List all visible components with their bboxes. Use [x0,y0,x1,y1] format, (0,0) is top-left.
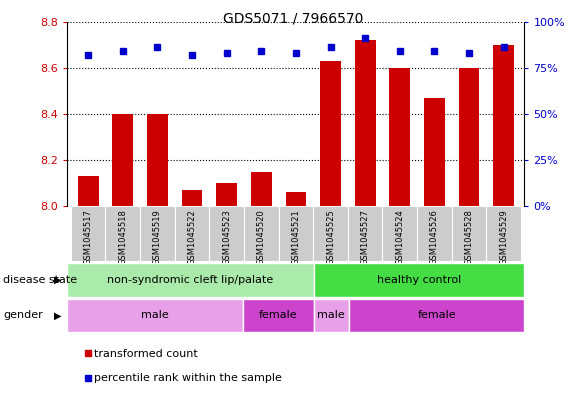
Bar [390,68,410,206]
Bar [175,206,209,261]
Text: GSM1045519: GSM1045519 [153,209,162,265]
Bar [251,172,272,206]
Bar [348,206,383,261]
Text: healthy control: healthy control [377,275,461,285]
Text: GSM1045521: GSM1045521 [291,209,301,265]
Bar [71,206,105,261]
Bar [182,190,202,206]
Bar [209,206,244,261]
Text: GSM1045520: GSM1045520 [257,209,266,265]
Text: GSM1045517: GSM1045517 [84,209,93,265]
Bar [314,299,349,332]
Text: GSM1045522: GSM1045522 [188,209,196,265]
Bar [320,61,341,206]
Text: disease state: disease state [3,275,77,285]
Bar [424,98,445,206]
Text: GSM1045528: GSM1045528 [465,209,473,265]
Bar [147,114,168,206]
Bar [105,206,140,261]
Text: percentile rank within the sample: percentile rank within the sample [94,373,282,383]
Bar [216,183,237,206]
Bar [459,68,479,206]
Bar [493,45,514,206]
Bar [355,40,376,206]
Bar [67,299,243,332]
Bar [278,206,314,261]
Bar [243,299,314,332]
Bar [417,206,452,261]
Bar [244,206,278,261]
Text: GSM1045518: GSM1045518 [118,209,127,265]
Text: ▶: ▶ [54,310,62,320]
Bar [67,263,314,297]
Text: female: female [417,310,456,320]
Text: GDS5071 / 7966570: GDS5071 / 7966570 [223,12,363,26]
Text: GSM1045523: GSM1045523 [222,209,231,265]
Text: GSM1045527: GSM1045527 [361,209,370,265]
Text: male: male [141,310,169,320]
Bar [349,299,524,332]
Bar [78,176,98,206]
Bar [314,206,348,261]
Text: GSM1045525: GSM1045525 [326,209,335,265]
Text: female: female [259,310,298,320]
Bar [314,263,524,297]
Text: GSM1045524: GSM1045524 [396,209,404,265]
Text: gender: gender [3,310,43,320]
Text: GSM1045526: GSM1045526 [430,209,439,265]
Bar [285,193,306,206]
Bar [113,114,133,206]
Bar [452,206,486,261]
Text: GSM1045529: GSM1045529 [499,209,508,265]
Text: ▶: ▶ [54,275,62,285]
Bar [486,206,521,261]
Text: transformed count: transformed count [94,349,197,360]
Text: non-syndromic cleft lip/palate: non-syndromic cleft lip/palate [107,275,274,285]
Bar [383,206,417,261]
Bar [140,206,175,261]
Text: male: male [317,310,345,320]
